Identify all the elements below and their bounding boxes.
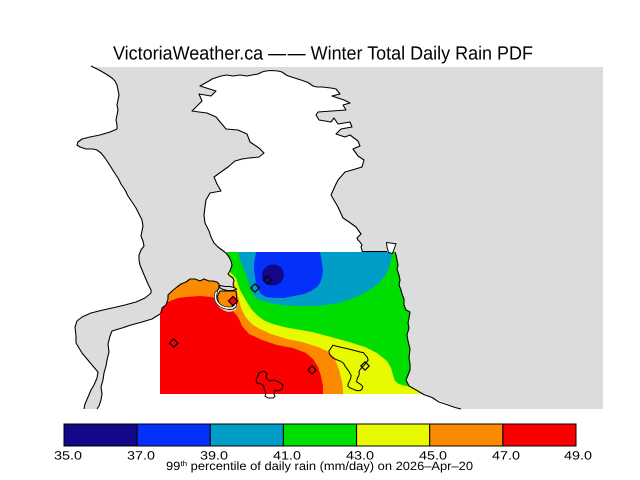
svg-text:37.0: 37.0	[127, 449, 155, 463]
svg-text:VictoriaWeather.ca — — Winter: VictoriaWeather.ca — — Winter Total Dail…	[113, 44, 533, 65]
svg-text:41.0: 41.0	[273, 449, 301, 463]
svg-text:35.0: 35.0	[54, 449, 82, 463]
svg-text:45.0: 45.0	[419, 449, 447, 463]
svg-text:47.0: 47.0	[492, 449, 520, 463]
svg-text:49.0: 49.0	[564, 449, 592, 463]
svg-text:99th percentile of daily rain: 99th percentile of daily rain (mm/day) o…	[166, 459, 473, 473]
svg-text:43.0: 43.0	[346, 449, 374, 463]
svg-text:39.0: 39.0	[200, 449, 228, 463]
